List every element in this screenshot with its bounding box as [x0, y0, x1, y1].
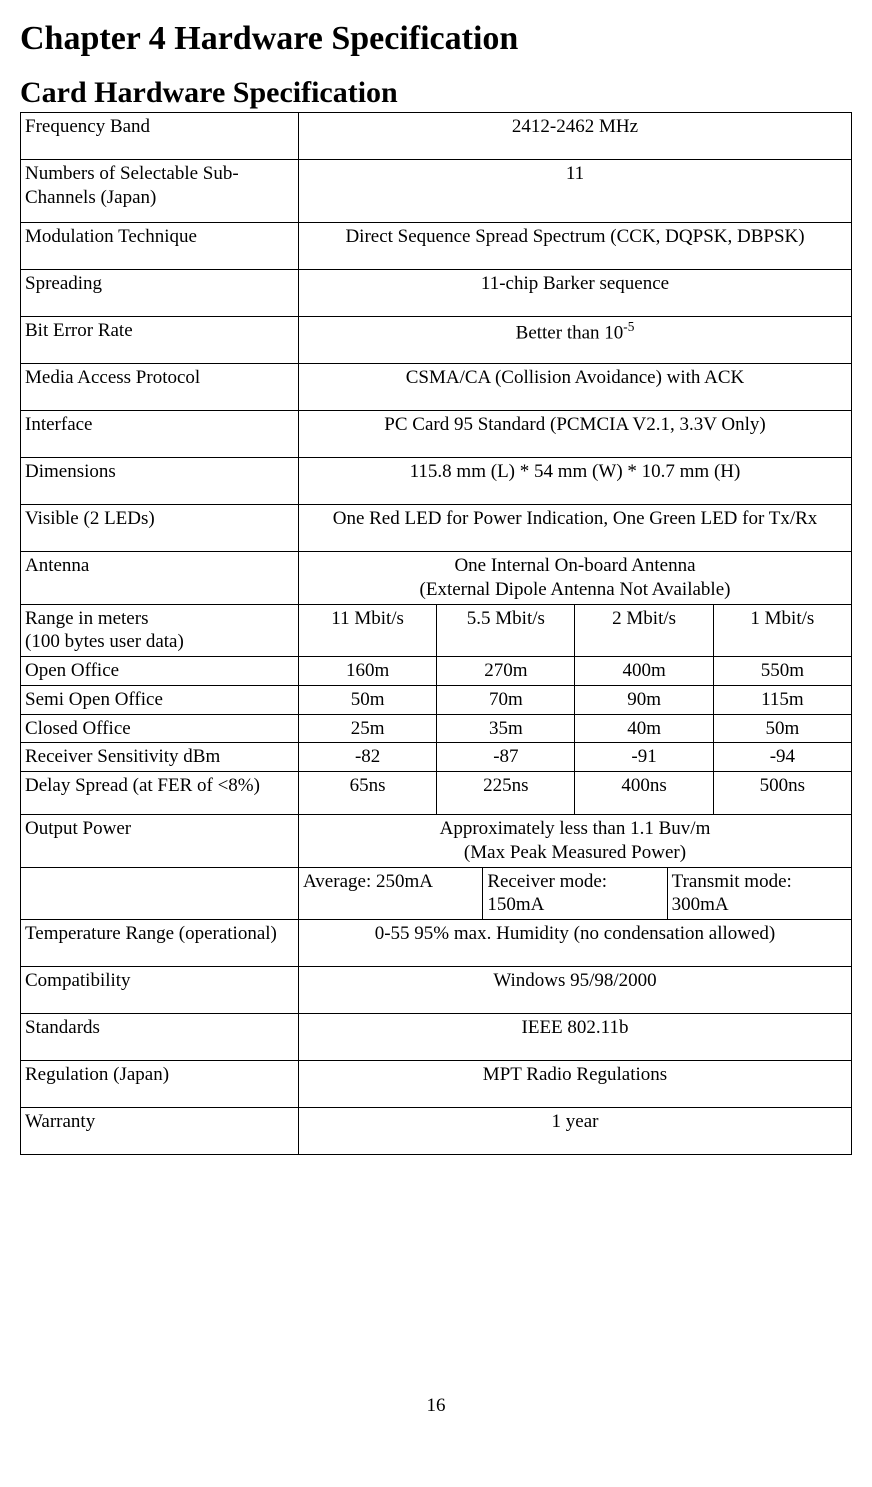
range-col-header: 11 Mbit/s — [299, 604, 437, 657]
range-value: 70m — [437, 685, 575, 714]
power-mode-value: Transmit mode: 300mA — [667, 867, 851, 920]
range-value: 225ns — [437, 772, 575, 815]
table-row: Receiver Sensitivity dBm -82 -87 -91 -94 — [21, 743, 852, 772]
range-value: 40m — [575, 714, 713, 743]
page-number: 16 — [20, 1395, 852, 1417]
range-col-header: 5.5 Mbit/s — [437, 604, 575, 657]
spec-label: Standards — [21, 1014, 299, 1061]
range-value: 400ns — [575, 772, 713, 815]
range-value: 65ns — [299, 772, 437, 815]
spec-label: Closed Office — [21, 714, 299, 743]
range-value: 115m — [713, 685, 851, 714]
table-row: Compatibility Windows 95/98/2000 — [21, 967, 852, 1014]
spec-label — [21, 867, 299, 920]
spec-label: Visible (2 LEDs) — [21, 505, 299, 552]
range-value: -87 — [437, 743, 575, 772]
spec-value: PC Card 95 Standard (PCMCIA V2.1, 3.3V O… — [299, 411, 852, 458]
spec-value: 2412-2462 MHz — [299, 113, 852, 160]
table-row: Frequency Band 2412-2462 MHz — [21, 113, 852, 160]
spec-label: Frequency Band — [21, 113, 299, 160]
power-mode-value: Receiver mode: 150mA — [483, 867, 667, 920]
spec-label: Media Access Protocol — [21, 364, 299, 411]
spec-label: Bit Error Rate — [21, 317, 299, 364]
table-row: Warranty 1 year — [21, 1108, 852, 1155]
table-row: Average: 250mA Receiver mode: 150mA Tran… — [21, 867, 852, 920]
spec-value: 115.8 mm (L) * 54 mm (W) * 10.7 mm (H) — [299, 458, 852, 505]
antenna-line1: One Internal On-board Antenna — [454, 555, 695, 576]
table-row: Standards IEEE 802.11b — [21, 1014, 852, 1061]
range-value: 25m — [299, 714, 437, 743]
spec-table: Frequency Band 2412-2462 MHz Numbers of … — [20, 112, 852, 1155]
output-power-line1: Approximately less than 1.1 Buv/m — [440, 818, 711, 839]
spec-label: Warranty — [21, 1108, 299, 1155]
range-value: -91 — [575, 743, 713, 772]
spec-value: MPT Radio Regulations — [299, 1061, 852, 1108]
table-row: Bit Error Rate Better than 10-5 — [21, 317, 852, 364]
spec-value: Better than 10-5 — [299, 317, 852, 364]
range-value: 35m — [437, 714, 575, 743]
range-value: 160m — [299, 657, 437, 686]
spec-label: Spreading — [21, 270, 299, 317]
spec-value: 11 — [299, 160, 852, 223]
table-row: Closed Office 25m 35m 40m 50m — [21, 714, 852, 743]
spec-label: Delay Spread (at FER of <8%) — [21, 772, 299, 815]
spec-value: One Red LED for Power Indication, One Gr… — [299, 505, 852, 552]
table-row: Modulation Technique Direct Sequence Spr… — [21, 223, 852, 270]
table-row: Semi Open Office 50m 70m 90m 115m — [21, 685, 852, 714]
range-value: 90m — [575, 685, 713, 714]
spec-label: Open Office — [21, 657, 299, 686]
spec-label: Antenna — [21, 552, 299, 605]
power-mode-value: Average: 250mA — [299, 867, 483, 920]
spec-value: 0-55 95% max. Humidity (no condensation … — [299, 920, 852, 967]
range-value: 270m — [437, 657, 575, 686]
range-col-header: 1 Mbit/s — [713, 604, 851, 657]
range-value: -82 — [299, 743, 437, 772]
range-value: 400m — [575, 657, 713, 686]
table-row: Range in meters (100 bytes user data) 11… — [21, 604, 852, 657]
spec-value: 1 year — [299, 1108, 852, 1155]
spec-label: Compatibility — [21, 967, 299, 1014]
section-title: Card Hardware Specification — [20, 76, 852, 110]
table-row: Dimensions 115.8 mm (L) * 54 mm (W) * 10… — [21, 458, 852, 505]
spec-value: Windows 95/98/2000 — [299, 967, 852, 1014]
spec-label: Numbers of Selectable Sub-Channels (Japa… — [21, 160, 299, 223]
table-row: Interface PC Card 95 Standard (PCMCIA V2… — [21, 411, 852, 458]
spec-label: Interface — [21, 411, 299, 458]
range-value: 550m — [713, 657, 851, 686]
spec-label: Receiver Sensitivity dBm — [21, 743, 299, 772]
spec-value: Direct Sequence Spread Spectrum (CCK, DQ… — [299, 223, 852, 270]
chapter-title: Chapter 4 Hardware Specification — [20, 20, 852, 58]
table-row: Numbers of Selectable Sub-Channels (Japa… — [21, 160, 852, 223]
spec-label: Semi Open Office — [21, 685, 299, 714]
spec-value: One Internal On-board Antenna (External … — [299, 552, 852, 605]
spec-value: IEEE 802.11b — [299, 1014, 852, 1061]
spec-value: Approximately less than 1.1 Buv/m (Max P… — [299, 815, 852, 868]
spec-label: Regulation (Japan) — [21, 1061, 299, 1108]
spec-label: Dimensions — [21, 458, 299, 505]
ber-prefix: Better than 10 — [516, 322, 624, 343]
table-row: Antenna One Internal On-board Antenna (E… — [21, 552, 852, 605]
table-row: Spreading 11-chip Barker sequence — [21, 270, 852, 317]
table-row: Output Power Approximately less than 1.1… — [21, 815, 852, 868]
spec-label: Temperature Range (operational) — [21, 920, 299, 967]
range-value: 500ns — [713, 772, 851, 815]
table-row: Temperature Range (operational) 0-55 95%… — [21, 920, 852, 967]
ber-exponent: -5 — [623, 319, 634, 334]
spec-value: CSMA/CA (Collision Avoidance) with ACK — [299, 364, 852, 411]
range-col-header: 2 Mbit/s — [575, 604, 713, 657]
table-row: Delay Spread (at FER of <8%) 65ns 225ns … — [21, 772, 852, 815]
table-row: Open Office 160m 270m 400m 550m — [21, 657, 852, 686]
spec-label: Modulation Technique — [21, 223, 299, 270]
table-row: Visible (2 LEDs) One Red LED for Power I… — [21, 505, 852, 552]
spec-value: 11-chip Barker sequence — [299, 270, 852, 317]
range-value: -94 — [713, 743, 851, 772]
range-value: 50m — [299, 685, 437, 714]
antenna-line2: (External Dipole Antenna Not Available) — [420, 579, 731, 600]
range-value: 50m — [713, 714, 851, 743]
table-row: Media Access Protocol CSMA/CA (Collision… — [21, 364, 852, 411]
spec-label: Output Power — [21, 815, 299, 868]
output-power-line2: (Max Peak Measured Power) — [464, 842, 686, 863]
table-row: Regulation (Japan) MPT Radio Regulations — [21, 1061, 852, 1108]
spec-label: Range in meters (100 bytes user data) — [21, 604, 299, 657]
